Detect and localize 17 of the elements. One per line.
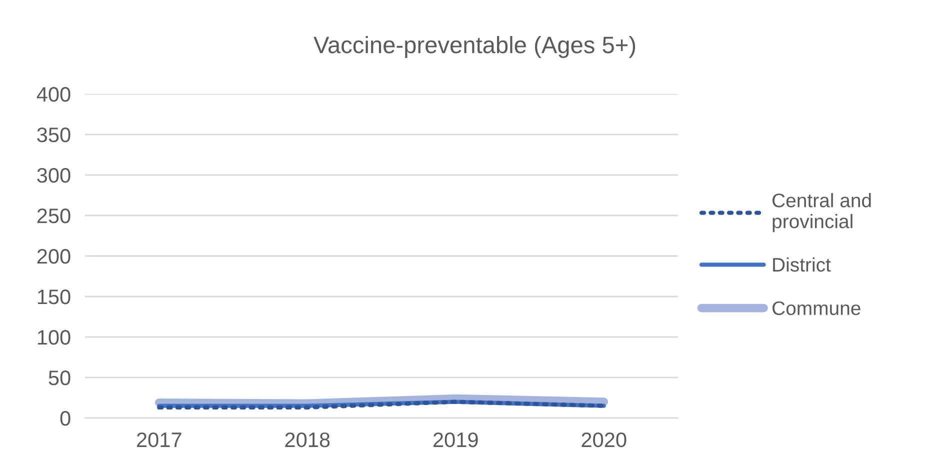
x-tick-label: 2017 — [137, 432, 182, 448]
legend-label: Central and provincial — [772, 193, 871, 232]
legend-label: District — [773, 257, 831, 272]
y-tick-label: 50 — [48, 370, 70, 386]
y-tick-label: 350 — [37, 128, 70, 142]
x-tick-label: 2020 — [582, 432, 626, 448]
y-tick-label: 300 — [37, 168, 70, 183]
chart-title: Vaccine-preventable (Ages 5+) — [314, 36, 636, 58]
x-tick-label: 2018 — [285, 432, 330, 448]
y-tick-label: 200 — [37, 249, 70, 264]
y-tick-label: 0 — [60, 411, 70, 426]
legend-label: Commune — [772, 301, 860, 316]
y-tick-label: 150 — [38, 290, 70, 304]
x-tick-label: 2019 — [434, 432, 478, 448]
y-tick-label: 250 — [37, 208, 70, 224]
y-tick-label: 100 — [38, 330, 70, 345]
y-tick-label: 400 — [36, 87, 70, 102]
